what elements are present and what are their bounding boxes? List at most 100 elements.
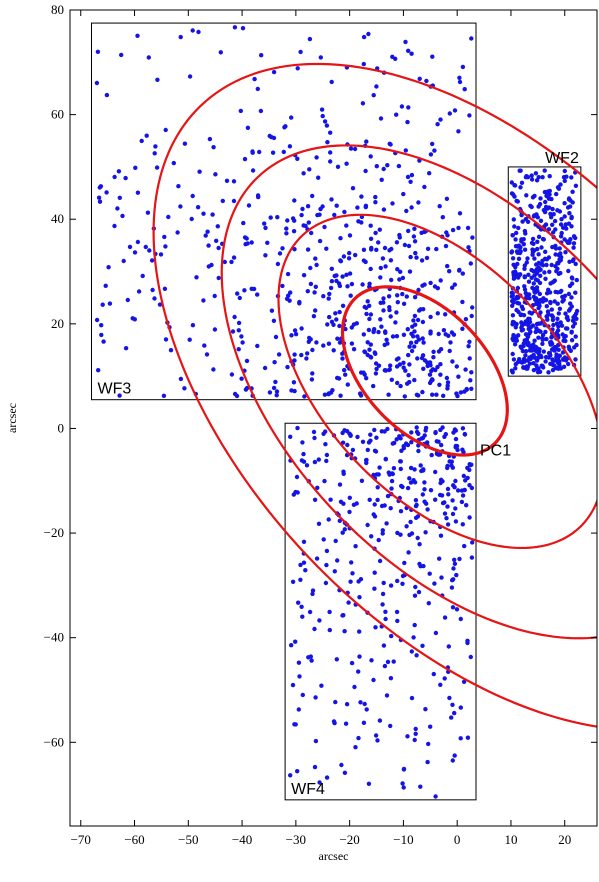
region-label-wf3: WF3 (98, 381, 132, 398)
data-point (542, 168, 547, 173)
data-point (150, 287, 155, 293)
data-point (385, 659, 391, 665)
data-point (555, 301, 560, 306)
data-point (364, 311, 369, 317)
data-point (543, 329, 548, 335)
data-point (565, 239, 570, 244)
data-point (438, 682, 443, 687)
data-point (230, 329, 236, 334)
data-point (545, 206, 550, 211)
data-point (442, 615, 448, 620)
data-point (284, 231, 289, 236)
data-point (549, 307, 554, 312)
data-point (571, 241, 577, 246)
data-point (394, 437, 399, 442)
data-point (398, 269, 403, 274)
data-point (460, 447, 465, 452)
data-point (401, 365, 406, 370)
data-point (443, 432, 448, 437)
data-point (543, 276, 548, 281)
data-point (367, 497, 372, 502)
data-point (536, 260, 541, 266)
data-point (324, 452, 330, 458)
data-point (255, 292, 260, 297)
data-point (320, 113, 325, 119)
data-point (220, 198, 225, 204)
data-point (274, 389, 280, 394)
region-label-pc1: PC1 (480, 443, 511, 460)
data-point (307, 36, 313, 42)
data-point (469, 555, 475, 560)
data-point (551, 322, 556, 328)
data-point (301, 451, 306, 457)
data-point (306, 655, 311, 660)
data-point (536, 335, 541, 340)
data-point (570, 189, 575, 194)
data-point (363, 204, 368, 210)
data-point (549, 215, 554, 220)
data-point (232, 314, 237, 320)
data-point (456, 374, 461, 379)
data-point (550, 222, 555, 227)
data-point (551, 230, 556, 235)
data-point (383, 616, 388, 622)
data-point (444, 516, 449, 521)
data-point (442, 511, 448, 516)
data-point (196, 29, 201, 35)
data-point (324, 123, 330, 128)
data-point (420, 389, 425, 395)
data-point (529, 311, 534, 316)
data-point (428, 331, 433, 336)
data-point (411, 234, 417, 239)
data-point (438, 117, 443, 122)
data-point (510, 256, 516, 261)
data-point (401, 766, 407, 772)
data-point (163, 127, 168, 133)
data-point (216, 245, 221, 251)
data-point (357, 654, 362, 659)
data-point (372, 502, 377, 507)
data-point (452, 282, 457, 287)
data-point (218, 50, 223, 55)
data-point (340, 530, 345, 535)
data-point (371, 93, 376, 98)
data-point (562, 168, 567, 174)
data-point (457, 75, 462, 81)
data-point (568, 237, 573, 242)
data-point (292, 352, 297, 357)
data-point (409, 695, 415, 701)
data-point (322, 224, 327, 230)
data-point (516, 333, 521, 338)
data-point (412, 239, 418, 244)
data-point (363, 168, 368, 174)
data-point (465, 638, 470, 643)
data-point (433, 497, 438, 502)
data-point (458, 705, 463, 710)
data-point (396, 163, 402, 169)
data-point (340, 274, 345, 279)
data-point (573, 290, 578, 295)
data-point (438, 278, 443, 283)
data-point (107, 301, 113, 306)
data-point (554, 269, 559, 274)
data-point (408, 179, 413, 184)
data-point (548, 211, 553, 217)
data-point (519, 237, 524, 242)
data-point (344, 702, 350, 707)
data-point (328, 285, 334, 291)
data-point (116, 169, 122, 174)
data-point (338, 393, 343, 398)
data-point (418, 784, 423, 789)
data-point (463, 317, 469, 322)
data-point (434, 246, 439, 252)
x-tick-label: −10 (393, 832, 413, 847)
data-point (319, 107, 325, 112)
data-point (299, 212, 304, 218)
data-point (425, 246, 431, 251)
data-point (418, 307, 423, 312)
data-point (557, 306, 563, 311)
data-point (347, 271, 353, 276)
data-point (409, 531, 415, 536)
data-point (333, 538, 338, 544)
data-point (416, 200, 421, 205)
